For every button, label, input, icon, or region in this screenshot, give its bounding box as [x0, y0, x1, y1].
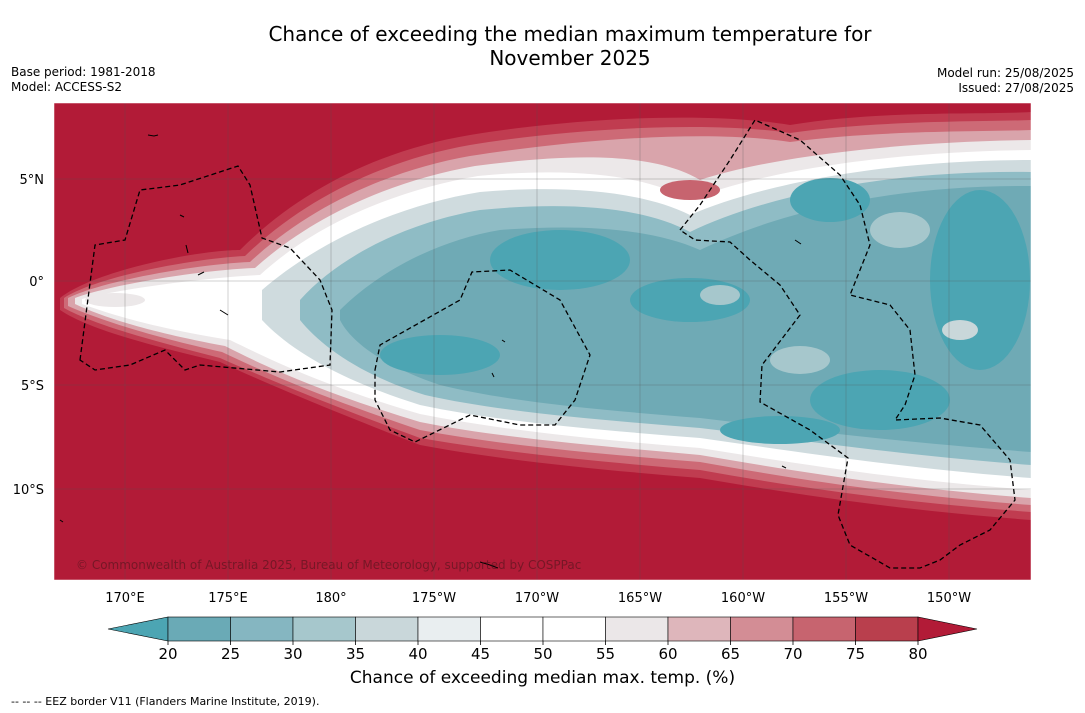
lon-label: 150°W [927, 591, 971, 606]
colorbar-segment [230, 616, 294, 642]
island [147, 134, 159, 137]
island [491, 372, 495, 378]
colorbar-tick-label: 50 [533, 645, 552, 663]
issued-date: Issued: 27/08/2025 [958, 81, 1074, 95]
lon-label: 165°W [618, 591, 662, 606]
island [179, 214, 185, 218]
lat-label: 0° [29, 275, 44, 290]
cool-patch [930, 190, 1030, 370]
colorbar-tick-label: 20 [158, 645, 177, 663]
colorbar-tick-label: 30 [283, 645, 302, 663]
lat-label: 10°S [13, 483, 44, 498]
island [197, 271, 205, 276]
colorbar: 20 25 30 35 40 45 50 55 60 65 70 75 80 [107, 616, 978, 663]
colorbar-title: Chance of exceeding median max. temp. (%… [349, 668, 736, 688]
island [59, 519, 64, 523]
base-period: Base period: 1981-2018 [11, 65, 156, 79]
light-patch [770, 346, 830, 374]
colorbar-segment [730, 616, 794, 642]
lon-label: 175°W [412, 591, 456, 606]
lon-label: 170°E [105, 591, 145, 606]
meta-left: Base period: 1981-2018 Model: ACCESS-S2 [11, 65, 156, 95]
model-name: Model: ACCESS-S2 [11, 80, 123, 94]
colorbar-segment [605, 616, 669, 642]
lat-label: 5°S [21, 379, 44, 394]
colorbar-tick-label: 60 [658, 645, 677, 663]
coastlines [59, 134, 802, 569]
eez-borders [79, 119, 1016, 569]
colorbar-segment [417, 616, 481, 642]
gridlines [54, 103, 1031, 580]
copyright-notice: © Commonwealth of Australia 2025, Bureau… [76, 558, 582, 572]
eez-border [374, 269, 591, 443]
colorbar-tick-label: 55 [596, 645, 615, 663]
colorbar-segment [355, 616, 419, 642]
colorbar-tick-label: 65 [721, 645, 740, 663]
colorbar-segment [792, 616, 856, 642]
lon-label: 175°E [208, 591, 248, 606]
latitude-labels: 5°N 0° 5°S 10°S [13, 173, 44, 498]
light-patch [942, 320, 978, 340]
colorbar-segment [292, 616, 356, 642]
island [479, 561, 499, 569]
chart-title: Chance of exceeding the median maximum t… [170, 22, 970, 70]
map-frame [53, 102, 1032, 581]
lon-label: 170°W [515, 591, 559, 606]
colorbar-tick-label: 45 [471, 645, 490, 663]
lon-label: 155°W [824, 591, 868, 606]
longitude-labels: 170°E 175°E 180° 175°W 170°W 165°W 160°W 155°W 1… [105, 591, 971, 606]
lon-label: 180° [315, 591, 346, 606]
colorbar-tick-label: 80 [908, 645, 927, 663]
colorbar-low-arrow [107, 616, 169, 642]
colorbar-tick-label: 35 [346, 645, 365, 663]
cool-patch [810, 370, 950, 430]
colorbar-segment [542, 616, 606, 642]
eez-legend: -- -- -- EEZ border V11 (Flanders Marine… [11, 695, 320, 708]
colorbar-high-arrow [917, 616, 978, 642]
eez-border [679, 119, 1016, 569]
cool-patch [720, 416, 840, 444]
cool-patch [380, 335, 500, 375]
island [501, 339, 506, 343]
island [781, 465, 787, 469]
warm-patch [660, 180, 720, 200]
model-run: Model run: 25/08/2025 [936, 66, 1074, 80]
colorbar-segment [667, 616, 731, 642]
eez-border [79, 165, 333, 373]
warm-patch [85, 293, 145, 307]
title-line-2: November 2025 [489, 46, 651, 70]
island [185, 244, 189, 254]
island [219, 309, 229, 316]
colorbar-tick-label: 25 [221, 645, 240, 663]
light-patch [700, 285, 740, 305]
colorbar-tick-label: 40 [408, 645, 427, 663]
colorbar-tick-label: 75 [846, 645, 865, 663]
lon-label: 160°W [721, 591, 765, 606]
lat-label: 5°N [20, 173, 45, 188]
colorbar-tick-label: 70 [783, 645, 802, 663]
island [794, 239, 802, 245]
meta-right: Model run: 25/08/2025 Issued: 27/08/2025 [937, 66, 1074, 96]
colorbar-segment [855, 616, 919, 642]
light-patch [870, 212, 930, 248]
colorbar-segment [167, 616, 231, 642]
colorbar-segment [480, 616, 544, 642]
cool-patch [490, 230, 630, 290]
cool-patch [790, 178, 870, 222]
title-line-1: Chance of exceeding the median maximum t… [268, 22, 872, 46]
